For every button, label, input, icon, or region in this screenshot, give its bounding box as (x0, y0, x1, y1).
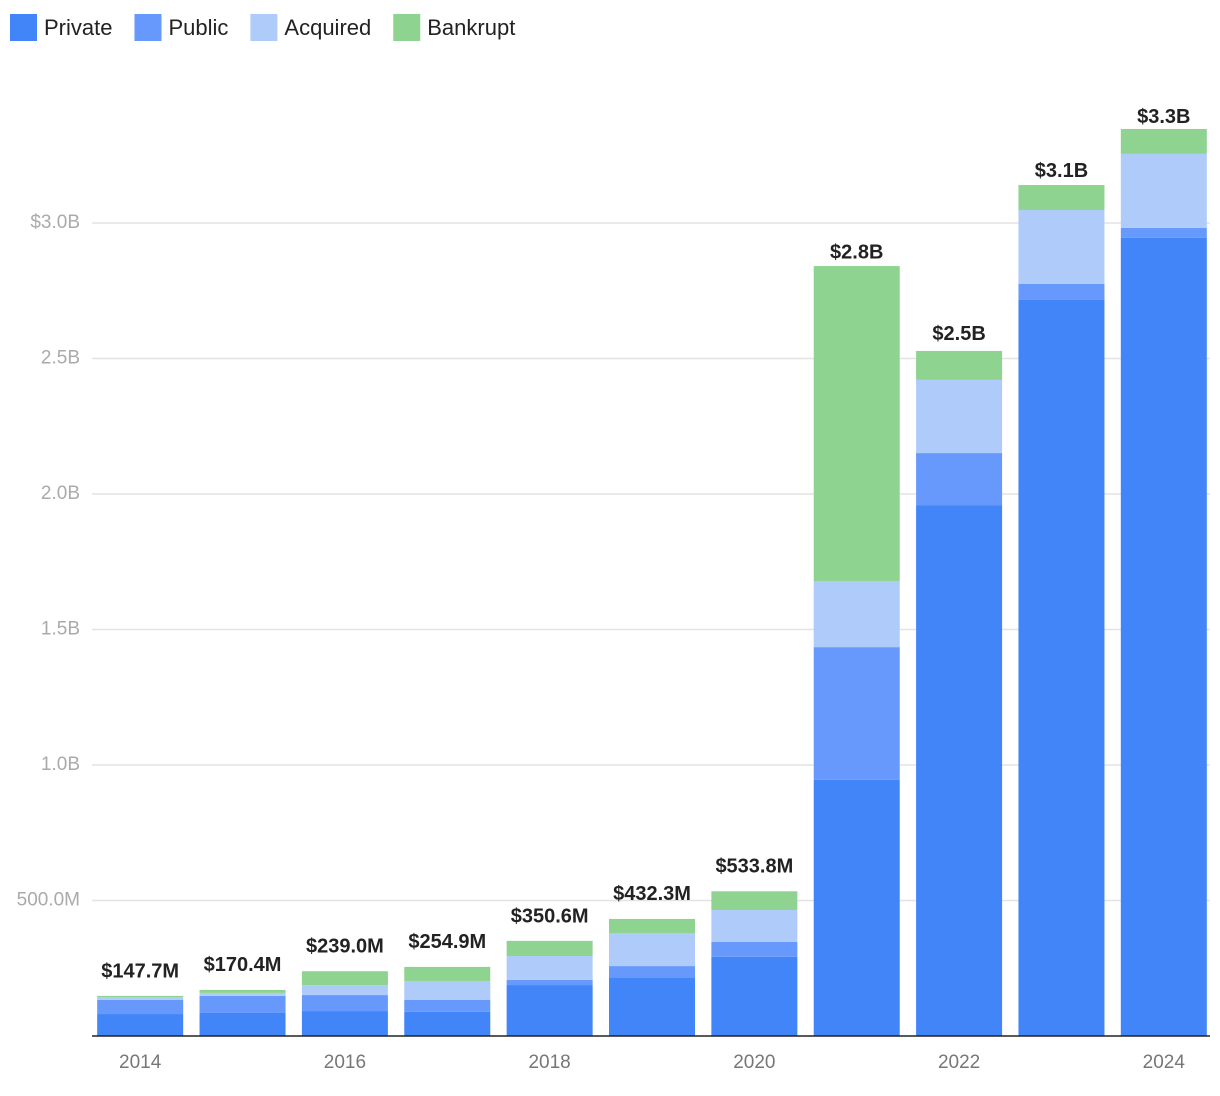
total-label: $239.0M (306, 936, 384, 958)
y-tick-label: 2.0B (41, 483, 80, 504)
bar-segment (1120, 153, 1207, 228)
bar-segment (1018, 185, 1105, 210)
bar-segment (916, 453, 1003, 506)
bar-segment (404, 966, 491, 981)
bar-segment (916, 505, 1003, 1037)
bar-segment (1120, 227, 1207, 238)
total-label: $2.5B (932, 323, 985, 345)
bar-segment (813, 580, 900, 648)
total-label: $2.8B (830, 241, 883, 263)
x-tick-label: 2024 (1143, 1052, 1186, 1073)
legend-swatch (393, 14, 421, 41)
bar-segment (404, 980, 491, 1000)
bar-segment (506, 940, 593, 957)
bar-segment (199, 989, 286, 993)
bar-segment (813, 266, 900, 581)
bar-segment (916, 350, 1003, 380)
bar-segment (1018, 283, 1105, 300)
bar-segment (1018, 209, 1105, 284)
bar-segment (1120, 128, 1207, 154)
x-tick-label: 2016 (324, 1052, 366, 1073)
total-label: $350.6M (511, 905, 589, 927)
bar-segment (301, 971, 388, 986)
legend-label: Private (44, 15, 112, 40)
legend-label: Bankrupt (427, 15, 515, 40)
y-tick-label: $3.0B (30, 212, 80, 233)
bar-segment (711, 956, 798, 1036)
total-label: $170.4M (204, 954, 282, 976)
y-tick-label: 1.0B (41, 754, 80, 775)
x-tick-label: 2014 (119, 1052, 162, 1073)
total-label: $254.9M (408, 931, 486, 953)
bar-segment (199, 992, 286, 996)
bar-segment (301, 995, 388, 1012)
bar-segment (404, 999, 491, 1012)
bar-segment (506, 979, 593, 986)
bar-segment (506, 985, 593, 1036)
bar-segment (301, 985, 388, 996)
bar-segment (404, 1011, 491, 1036)
y-tick-label: 2.5B (41, 348, 80, 369)
y-tick-label: 500.0M (17, 890, 80, 911)
total-label: $147.7M (101, 960, 179, 982)
bar-segment (199, 1012, 286, 1036)
total-label: $3.1B (1035, 160, 1088, 182)
bar-segment (97, 996, 184, 1000)
bar-segment (711, 909, 798, 942)
total-label: $533.8M (715, 856, 793, 878)
bar-segment (609, 966, 695, 979)
legend-swatch (250, 14, 278, 41)
bar-segment (813, 779, 900, 1036)
bar-segment (711, 941, 798, 957)
bar-segment (1120, 237, 1207, 1036)
x-tick-label: 2020 (733, 1052, 775, 1073)
x-tick-label: 2022 (938, 1052, 980, 1073)
legend-swatch (134, 14, 162, 41)
legend-swatch (10, 14, 37, 41)
bar-segment (506, 956, 593, 980)
bar-segment (97, 995, 184, 997)
y-tick-label: 1.5B (41, 619, 80, 640)
total-label: $432.3M (613, 883, 691, 905)
total-label: $3.3B (1137, 106, 1190, 128)
bar-segment (97, 1014, 184, 1036)
bar-segment (1018, 299, 1105, 1036)
bar-segment (301, 1011, 388, 1036)
bar-segment (609, 978, 695, 1036)
bar-segment (609, 933, 695, 967)
bar-segment (916, 379, 1003, 454)
bar-segment (813, 647, 900, 780)
bar-segment (199, 995, 286, 1013)
x-tick-label: 2018 (528, 1052, 570, 1073)
bar-segment (609, 918, 695, 934)
legend-label: Public (168, 15, 228, 40)
bar-segment (711, 891, 798, 910)
legend-label: Acquired (284, 15, 371, 40)
bar-segment (97, 999, 184, 1015)
